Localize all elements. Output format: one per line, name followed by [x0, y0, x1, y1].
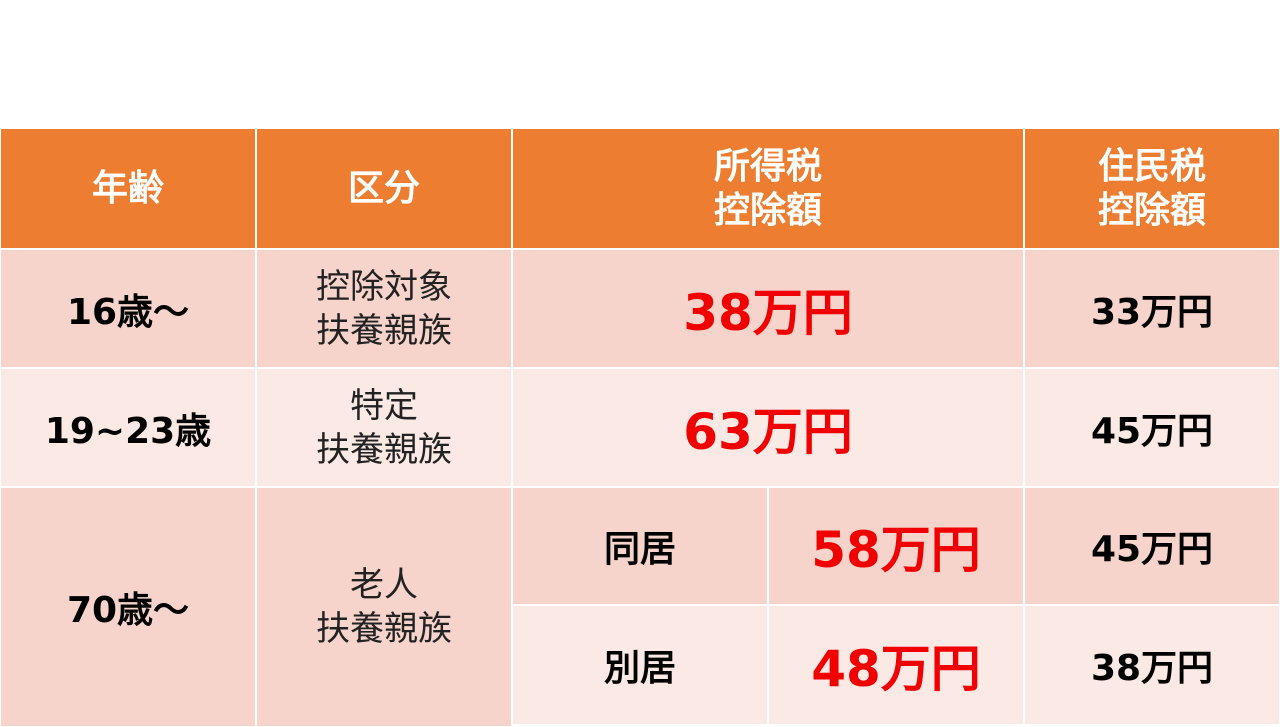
row3-sub1-resident-tax: 45万円 [1024, 487, 1280, 605]
row1-income-tax: 38万円 [512, 249, 1024, 368]
header-resident-tax: 住民税 控除額 [1024, 128, 1280, 249]
row3-sub2-income-tax: 48万円 [768, 605, 1024, 725]
row3-sub1-income-tax: 58万円 [768, 487, 1024, 605]
header-age-text: 年齢 [91, 167, 164, 209]
row2-resident-tax: 45万円 [1024, 368, 1280, 487]
row3-age: 70歳〜 [0, 487, 256, 727]
header-income-tax: 所得税 控除額 [512, 128, 1024, 249]
row2-age: 19~23歳 [0, 368, 256, 487]
row1-resident-tax: 33万円 [1024, 249, 1280, 368]
header-age: 年齢 [0, 128, 256, 249]
row3-sub2-label: 別居 [512, 605, 768, 725]
header-category-text: 区分 [347, 167, 420, 209]
row1-age: 16歳〜 [0, 249, 256, 368]
row1-category: 控除対象 扶養親族 [256, 249, 512, 368]
header-category: 区分 [256, 128, 512, 249]
row2-category: 特定 扶養親族 [256, 368, 512, 487]
row3-sub1-label: 同居 [512, 487, 768, 605]
row2-income-tax: 63万円 [512, 368, 1024, 487]
row3-category: 老人 扶養親族 [256, 487, 512, 727]
row3-sub2-resident-tax: 38万円 [1024, 605, 1280, 725]
header-income-tax-text: 所得税 控除額 [713, 145, 822, 231]
header-resident-tax-text: 住民税 控除額 [1097, 145, 1206, 231]
